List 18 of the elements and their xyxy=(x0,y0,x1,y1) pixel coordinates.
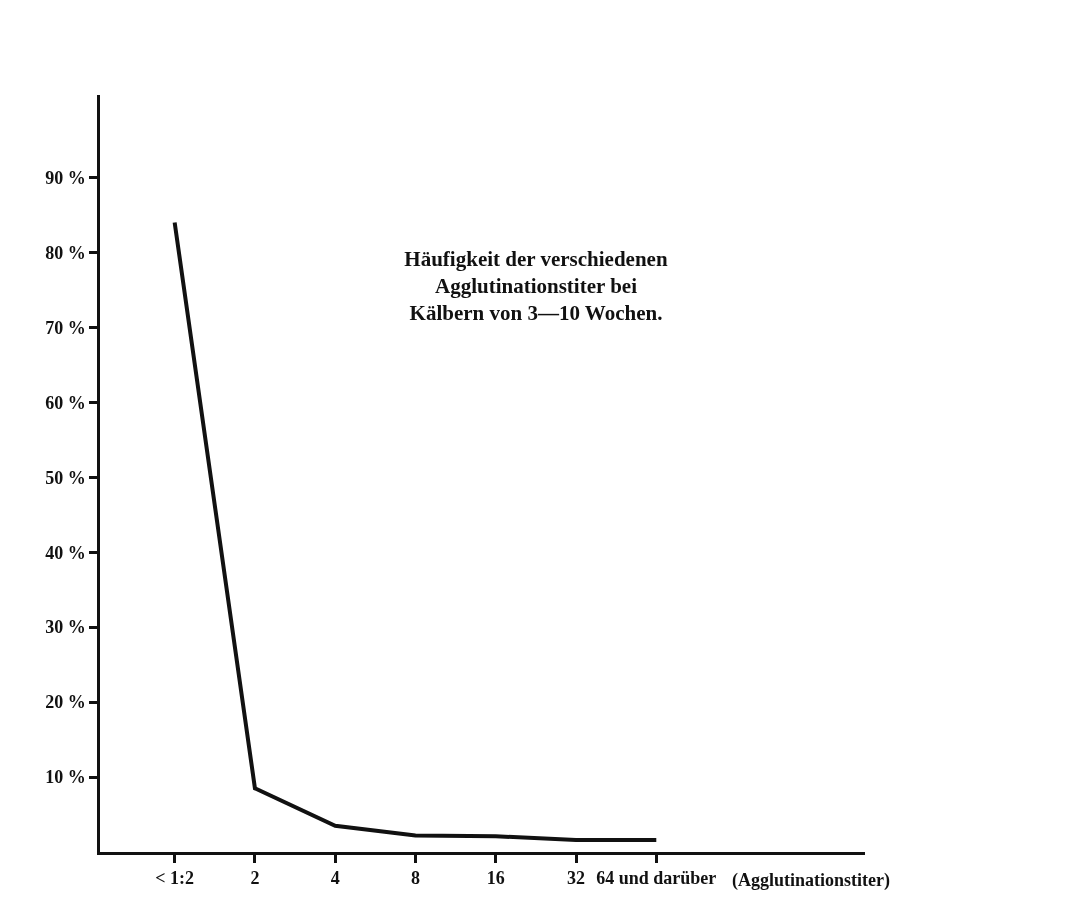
x-tick-label: 32 xyxy=(567,868,586,889)
y-tick-label: 20 % xyxy=(45,692,86,713)
x-tick-label: 64 und darüber xyxy=(596,868,717,889)
x-tick-label: < 1:2 xyxy=(155,868,195,889)
y-tick-label: 70 % xyxy=(45,317,86,338)
x-tick-label: 2 xyxy=(250,868,260,889)
y-tick-label: 80 % xyxy=(45,242,86,263)
x-axis-title: (Agglutinationstiter) xyxy=(732,870,890,891)
y-tick-label: 50 % xyxy=(45,467,86,488)
x-tick-label: 4 xyxy=(330,868,340,889)
y-tick-label: 90 % xyxy=(45,167,86,188)
x-tick-label: 16 xyxy=(486,868,505,889)
y-tick-label: 40 % xyxy=(45,542,86,563)
y-tick-label: 60 % xyxy=(45,392,86,413)
y-tick-label: 10 % xyxy=(45,767,86,788)
y-tick-label: 30 % xyxy=(45,617,86,638)
text: Häufigkeit der verschiedenen Agglutinationstiter bei Kälbern von 3—10 Wochen. xyxy=(404,246,668,326)
x-tick-label: 8 xyxy=(410,868,420,889)
